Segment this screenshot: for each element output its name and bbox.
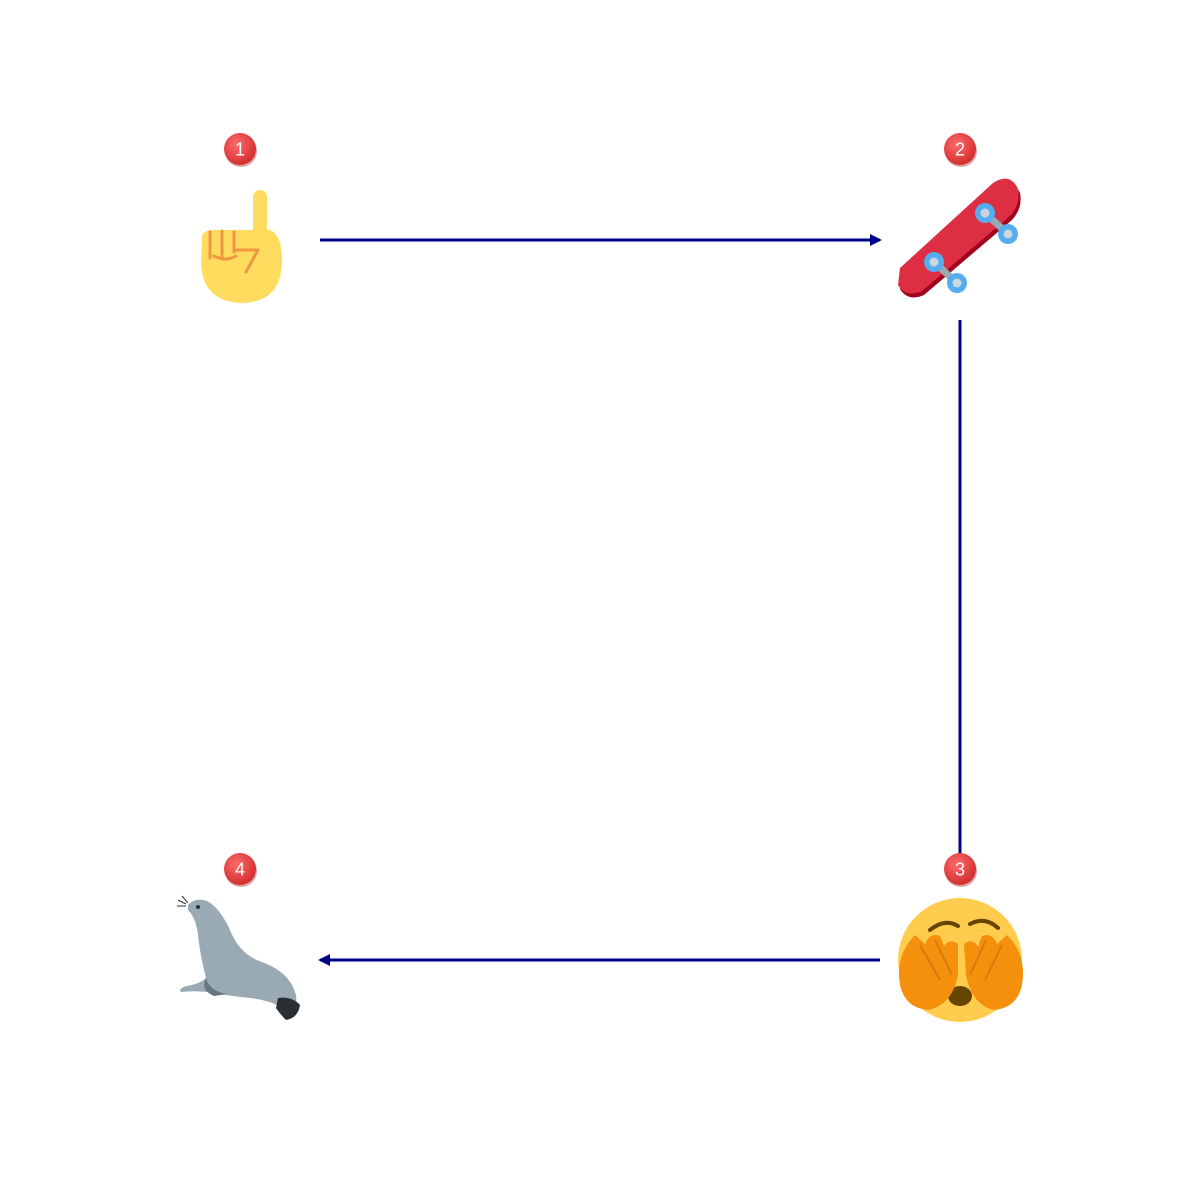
step-number: 1 [235,140,245,160]
node-2: 2 [898,133,1021,298]
skateboard-icon [898,178,1021,298]
step-number: 2 [955,140,965,160]
seal-icon [177,895,300,1020]
edges [318,234,966,966]
step-badge-3: 3 [944,853,977,887]
index-pointing-up-icon [201,190,282,303]
step-number: 3 [955,860,965,880]
step-badge-2: 2 [944,133,977,167]
step-badge-4: 4 [224,853,257,887]
face-with-hands-over-eyes-icon [898,898,1023,1022]
step-number: 4 [235,860,245,880]
node-1: 1 [201,133,282,303]
node-4: 4 [177,853,300,1020]
node-3: 3 [898,853,1023,1022]
step-badge-1: 1 [224,133,257,167]
